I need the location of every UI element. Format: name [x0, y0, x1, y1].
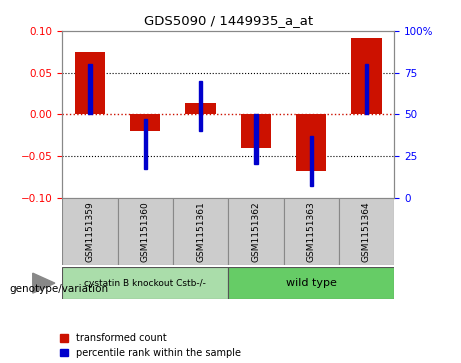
- Text: GSM1151361: GSM1151361: [196, 201, 205, 262]
- Bar: [143, 119, 147, 170]
- FancyBboxPatch shape: [339, 198, 394, 265]
- Text: wild type: wild type: [286, 278, 337, 288]
- Bar: [296, 114, 326, 171]
- Bar: [254, 114, 258, 164]
- FancyBboxPatch shape: [118, 198, 173, 265]
- Bar: [88, 64, 92, 114]
- Text: GSM1151364: GSM1151364: [362, 201, 371, 262]
- Bar: [241, 114, 271, 148]
- Bar: [185, 103, 216, 114]
- Text: genotype/variation: genotype/variation: [9, 284, 108, 294]
- Bar: [309, 136, 313, 186]
- FancyBboxPatch shape: [62, 198, 118, 265]
- FancyBboxPatch shape: [173, 198, 228, 265]
- Bar: [199, 81, 202, 131]
- Title: GDS5090 / 1449935_a_at: GDS5090 / 1449935_a_at: [144, 14, 313, 27]
- Text: GSM1151363: GSM1151363: [307, 201, 316, 262]
- Text: cystatin B knockout Cstb-/-: cystatin B knockout Cstb-/-: [84, 279, 206, 287]
- Text: GSM1151362: GSM1151362: [251, 201, 260, 262]
- Bar: [365, 64, 368, 114]
- Bar: [130, 114, 160, 131]
- Text: GSM1151360: GSM1151360: [141, 201, 150, 262]
- FancyBboxPatch shape: [284, 198, 339, 265]
- Legend: transformed count, percentile rank within the sample: transformed count, percentile rank withi…: [60, 333, 241, 358]
- FancyBboxPatch shape: [228, 268, 394, 299]
- Bar: [75, 52, 105, 114]
- FancyBboxPatch shape: [228, 198, 284, 265]
- Bar: [351, 37, 382, 114]
- Text: GSM1151359: GSM1151359: [85, 201, 95, 262]
- FancyBboxPatch shape: [62, 268, 228, 299]
- Polygon shape: [33, 273, 55, 293]
